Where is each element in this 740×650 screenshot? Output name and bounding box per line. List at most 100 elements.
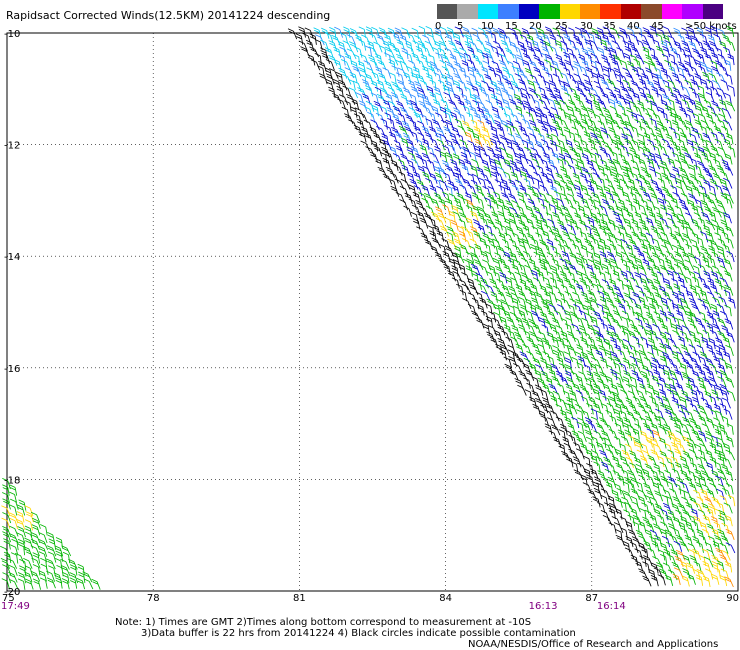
wind-barb: [687, 573, 696, 585]
wind-barb: [39, 577, 48, 589]
wind-barb: [309, 46, 319, 58]
wind-barb: [528, 363, 537, 375]
lon-tick-label: 90: [726, 593, 739, 604]
wind-barb: [626, 224, 636, 236]
wind-barb: [685, 362, 695, 374]
wind-barb: [705, 230, 714, 243]
wind-barb: [475, 59, 485, 71]
wind-barb: [639, 508, 647, 520]
wind-barb: [537, 197, 545, 209]
wind-barb: [611, 58, 620, 71]
wind-barb: [614, 402, 623, 414]
wind-barb: [586, 232, 596, 244]
wind-barb: [405, 40, 413, 52]
wind-barb: [626, 270, 635, 282]
wind-barb: [614, 371, 624, 383]
wind-barb: [555, 40, 563, 52]
wind-barb: [622, 481, 630, 493]
wind-barb: [711, 100, 721, 112]
wind-barb: [647, 139, 656, 151]
wind-barb: [586, 250, 594, 263]
wind-barb: [0, 545, 10, 557]
wind-barb: [484, 224, 493, 237]
wind-barb: [562, 264, 572, 276]
wind-barb: [578, 33, 588, 45]
wind-barb: [576, 362, 584, 374]
wind-barb: [511, 32, 519, 44]
wind-barb: [2, 498, 11, 510]
legend-swatch: [580, 4, 601, 19]
wind-barb: [648, 303, 657, 315]
wind-barb: [38, 539, 49, 550]
wind-barb: [563, 309, 573, 322]
wind-barb: [573, 469, 584, 481]
wind-barb: [560, 85, 570, 97]
wind-barb: [525, 277, 535, 289]
wind-barb: [680, 146, 690, 158]
wind-barb: [674, 461, 683, 474]
wind-barb: [410, 72, 420, 84]
wind-barb: [18, 543, 26, 556]
wind-barb: [634, 441, 643, 453]
wind-barb: [510, 113, 520, 125]
wind-barb: [630, 324, 640, 335]
wind-barb: [517, 290, 528, 302]
legend-label: 0: [435, 21, 442, 32]
wind-barb: [723, 46, 732, 59]
wind-barb: [603, 225, 614, 237]
wind-barb: [380, 105, 389, 118]
wind-barb: [537, 144, 547, 156]
wind-barb: [567, 271, 576, 283]
wind-barb: [592, 277, 602, 289]
wind-barb: [642, 153, 651, 165]
wind-barb: [462, 178, 472, 189]
wind-barb: [584, 238, 593, 250]
wind-barb: [672, 87, 682, 99]
wind-barb: [382, 157, 391, 170]
wind-barb: [546, 177, 554, 189]
wind-barb: [679, 362, 687, 375]
wind-barb: [662, 153, 671, 165]
wind-barb: [705, 343, 714, 355]
wind-barb: [467, 46, 476, 58]
wind-barb: [652, 401, 660, 414]
wind-barb: [460, 151, 468, 164]
wind-barb: [680, 481, 690, 493]
wind-barb: [661, 138, 672, 150]
wind-barb: [287, 28, 298, 40]
wind-barb: [696, 389, 705, 402]
wind-barb: [462, 105, 471, 117]
time-label: 16:13: [529, 601, 558, 610]
wind-barb: [667, 377, 675, 389]
wind-barb: [399, 199, 409, 211]
wind-barb: [490, 80, 498, 92]
wind-barb: [295, 33, 304, 45]
wind-barb: [533, 251, 542, 264]
wind-barb: [692, 244, 701, 257]
wind-barb: [475, 47, 485, 59]
wind-barb: [503, 356, 513, 368]
wind-barb: [374, 53, 383, 65]
wind-barb: [465, 265, 473, 277]
wind-barb: [605, 311, 616, 323]
wind-barb: [23, 558, 33, 569]
wind-barb: [712, 310, 721, 322]
wind-barb: [538, 258, 546, 271]
wind-barb: [482, 259, 492, 271]
wind-barb: [547, 111, 556, 123]
wind-barb: [494, 265, 505, 277]
wind-barb: [512, 60, 522, 73]
wind-barb: [485, 315, 493, 328]
wind-barb: [646, 158, 655, 170]
wind-barb: [628, 238, 638, 250]
wind-barb: [604, 468, 614, 480]
wind-barb: [613, 436, 621, 448]
wind-barb: [596, 377, 606, 389]
wind-barb: [612, 310, 623, 321]
wind-barb: [497, 27, 508, 39]
wind-barb: [636, 389, 646, 401]
wind-barb: [620, 251, 631, 263]
wind-barb: [571, 65, 580, 77]
wind-barb: [550, 107, 560, 119]
wind-barb: [675, 324, 684, 336]
